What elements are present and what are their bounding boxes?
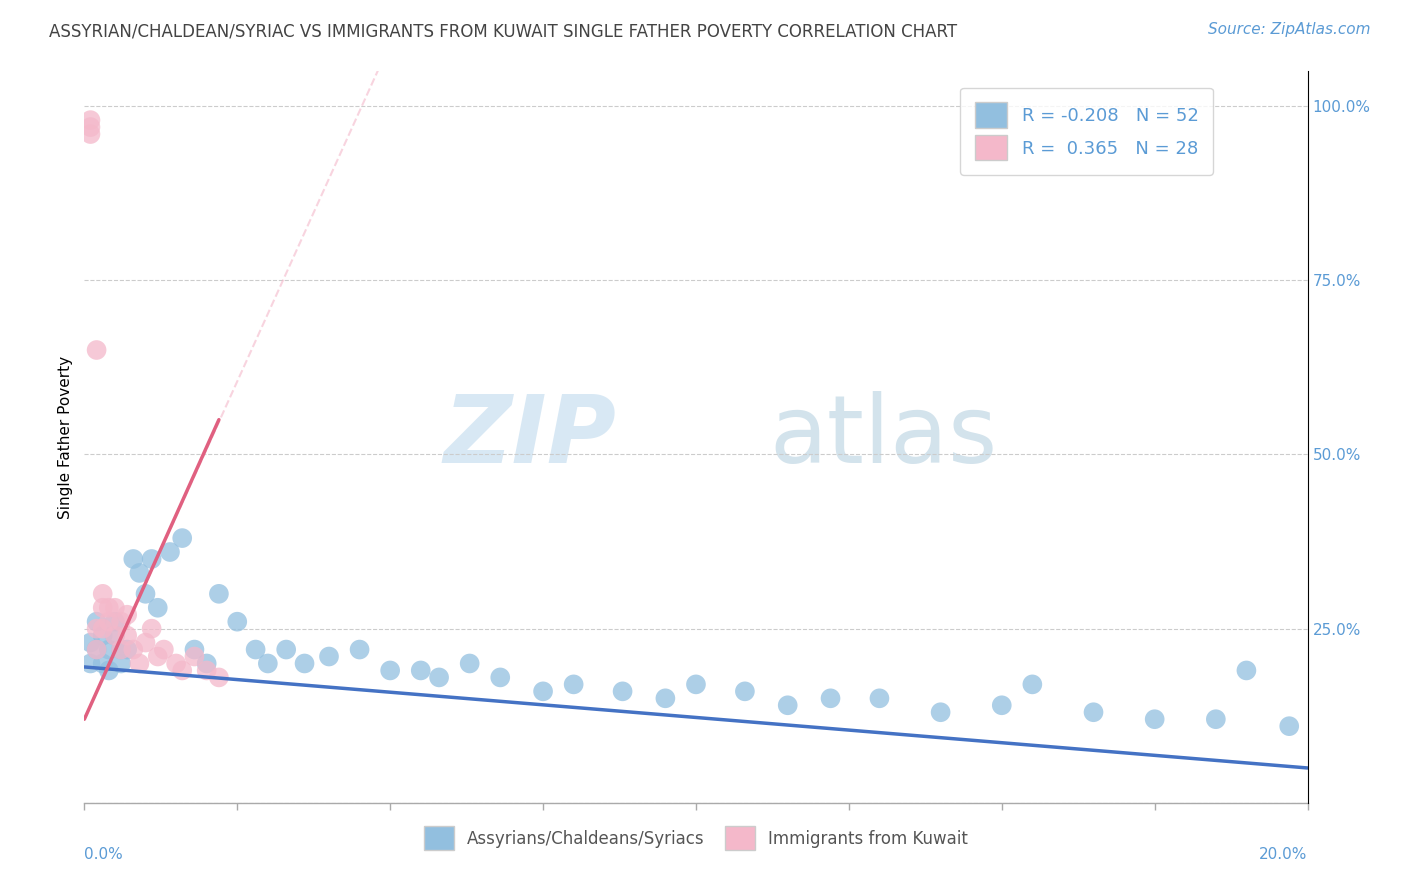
Point bbox=[531, 684, 554, 698]
Point bbox=[195, 664, 218, 678]
Legend: Assyrians/Chaldeans/Syriacs, Immigrants from Kuwait: Assyrians/Chaldeans/Syriacs, Immigrants … bbox=[418, 820, 974, 856]
Point bbox=[245, 642, 267, 657]
Point bbox=[110, 657, 132, 671]
Point bbox=[153, 642, 176, 657]
Point bbox=[929, 705, 952, 719]
Point bbox=[172, 664, 194, 678]
Point bbox=[97, 615, 120, 629]
Point bbox=[91, 587, 114, 601]
Point bbox=[991, 698, 1014, 713]
Point bbox=[1278, 719, 1301, 733]
Point bbox=[409, 664, 432, 678]
Point bbox=[318, 649, 340, 664]
Point bbox=[110, 642, 132, 657]
Point bbox=[294, 657, 316, 671]
Point bbox=[159, 545, 181, 559]
Point bbox=[79, 635, 101, 649]
Point bbox=[86, 622, 108, 636]
Point bbox=[195, 657, 218, 671]
Point bbox=[141, 622, 163, 636]
Text: atlas: atlas bbox=[769, 391, 998, 483]
Text: ASSYRIAN/CHALDEAN/SYRIAC VS IMMIGRANTS FROM KUWAIT SINGLE FATHER POVERTY CORRELA: ASSYRIAN/CHALDEAN/SYRIAC VS IMMIGRANTS F… bbox=[49, 22, 957, 40]
Text: 0.0%: 0.0% bbox=[84, 847, 124, 862]
Point bbox=[104, 629, 127, 643]
Point bbox=[91, 629, 114, 643]
Point bbox=[110, 615, 132, 629]
Point bbox=[86, 343, 108, 357]
Point bbox=[91, 600, 114, 615]
Point bbox=[86, 615, 108, 629]
Point bbox=[122, 552, 145, 566]
Point bbox=[734, 684, 756, 698]
Point bbox=[146, 600, 169, 615]
Point bbox=[685, 677, 707, 691]
Point bbox=[1143, 712, 1166, 726]
Point bbox=[489, 670, 512, 684]
Point bbox=[135, 587, 157, 601]
Point bbox=[349, 642, 371, 657]
Point bbox=[869, 691, 891, 706]
Point bbox=[91, 622, 114, 636]
Point bbox=[115, 642, 138, 657]
Point bbox=[654, 691, 676, 706]
Point bbox=[380, 664, 402, 678]
Point bbox=[97, 664, 120, 678]
Point bbox=[110, 642, 132, 657]
Point bbox=[97, 642, 120, 657]
Y-axis label: Single Father Poverty: Single Father Poverty bbox=[58, 356, 73, 518]
Point bbox=[79, 657, 101, 671]
Point bbox=[104, 600, 127, 615]
Point bbox=[86, 642, 108, 657]
Point bbox=[122, 642, 145, 657]
Point bbox=[86, 642, 108, 657]
Point bbox=[427, 670, 450, 684]
Point bbox=[79, 127, 101, 141]
Point bbox=[128, 566, 150, 580]
Point bbox=[1205, 712, 1227, 726]
Text: Source: ZipAtlas.com: Source: ZipAtlas.com bbox=[1208, 22, 1371, 37]
Point bbox=[562, 677, 585, 691]
Point bbox=[276, 642, 298, 657]
Point bbox=[79, 120, 101, 134]
Text: ZIP: ZIP bbox=[443, 391, 616, 483]
Point bbox=[141, 552, 163, 566]
Point bbox=[97, 600, 120, 615]
Point bbox=[183, 649, 205, 664]
Point bbox=[104, 629, 127, 643]
Point bbox=[146, 649, 169, 664]
Point bbox=[776, 698, 799, 713]
Point bbox=[612, 684, 634, 698]
Point bbox=[1236, 664, 1258, 678]
Point bbox=[79, 113, 101, 128]
Point bbox=[115, 607, 138, 622]
Point bbox=[820, 691, 842, 706]
Point bbox=[1083, 705, 1105, 719]
Point bbox=[1021, 677, 1043, 691]
Point bbox=[458, 657, 481, 671]
Point bbox=[128, 657, 150, 671]
Point bbox=[115, 629, 138, 643]
Point bbox=[208, 670, 231, 684]
Point bbox=[208, 587, 231, 601]
Point bbox=[257, 657, 280, 671]
Point bbox=[183, 642, 205, 657]
Text: 20.0%: 20.0% bbox=[1260, 847, 1308, 862]
Point bbox=[135, 635, 157, 649]
Point bbox=[165, 657, 187, 671]
Point bbox=[226, 615, 249, 629]
Point bbox=[172, 531, 194, 545]
Point bbox=[104, 615, 127, 629]
Point bbox=[91, 657, 114, 671]
